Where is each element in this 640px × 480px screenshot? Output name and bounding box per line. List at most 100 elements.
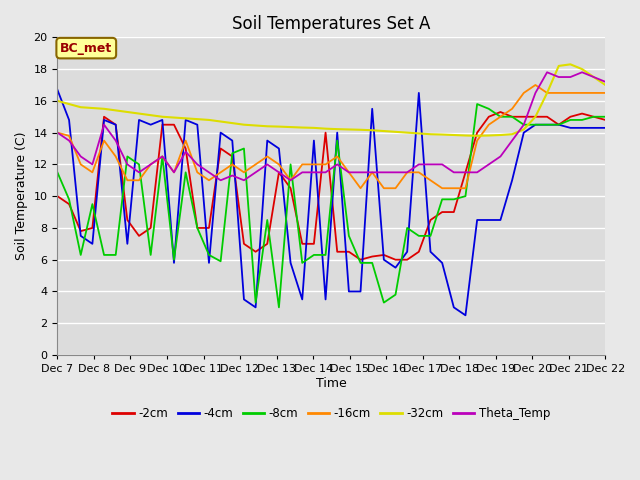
-2cm [287, 185, 294, 191]
-4cm [345, 288, 353, 294]
-2cm [392, 257, 399, 263]
-32cm [427, 132, 435, 137]
-8cm [287, 162, 294, 168]
-2cm [217, 145, 225, 151]
-2cm [438, 209, 446, 215]
-16cm [100, 138, 108, 144]
-16cm [112, 154, 120, 159]
-2cm [298, 241, 306, 247]
-16cm [124, 178, 131, 183]
-8cm [65, 196, 73, 202]
Legend: -2cm, -4cm, -8cm, -16cm, -32cm, Theta_Temp: -2cm, -4cm, -8cm, -16cm, -32cm, Theta_Te… [108, 402, 555, 425]
-32cm [275, 124, 283, 130]
-8cm [193, 225, 201, 231]
-32cm [147, 112, 154, 118]
Theta_Temp [228, 173, 236, 179]
-8cm [77, 252, 84, 258]
-8cm [520, 122, 527, 128]
-4cm [65, 117, 73, 123]
-4cm [240, 297, 248, 302]
-8cm [252, 300, 259, 305]
-16cm [159, 154, 166, 159]
-16cm [88, 169, 96, 175]
Theta_Temp [252, 169, 259, 175]
-2cm [532, 114, 540, 120]
-32cm [555, 63, 563, 69]
-32cm [88, 105, 96, 111]
-8cm [555, 122, 563, 128]
-16cm [54, 130, 61, 135]
-16cm [415, 169, 422, 175]
-4cm [298, 297, 306, 302]
-32cm [100, 106, 108, 112]
-16cm [461, 185, 469, 191]
-16cm [345, 169, 353, 175]
-4cm [228, 138, 236, 144]
-4cm [520, 130, 527, 135]
-16cm [356, 185, 364, 191]
-16cm [217, 169, 225, 175]
-8cm [578, 117, 586, 123]
-32cm [415, 131, 422, 136]
Theta_Temp [217, 178, 225, 183]
-8cm [54, 169, 61, 175]
-8cm [124, 154, 131, 159]
Theta_Temp [135, 169, 143, 175]
Theta_Temp [356, 169, 364, 175]
-2cm [159, 122, 166, 128]
-2cm [555, 122, 563, 128]
-8cm [322, 252, 330, 258]
Theta_Temp [264, 162, 271, 168]
-2cm [485, 114, 493, 120]
-16cm [497, 114, 504, 120]
-16cm [590, 90, 598, 96]
-2cm [65, 201, 73, 207]
-8cm [508, 114, 516, 120]
-16cm [182, 138, 189, 144]
-16cm [275, 162, 283, 168]
-4cm [450, 304, 458, 310]
-8cm [380, 300, 388, 305]
-2cm [135, 233, 143, 239]
Line: -2cm: -2cm [58, 112, 605, 260]
-32cm [566, 61, 574, 67]
-32cm [54, 98, 61, 104]
-32cm [369, 127, 376, 133]
Line: -4cm: -4cm [58, 90, 605, 315]
-2cm [333, 249, 341, 255]
Theta_Temp [520, 122, 527, 128]
-32cm [170, 115, 178, 120]
Theta_Temp [159, 154, 166, 159]
Theta_Temp [450, 169, 458, 175]
-32cm [217, 119, 225, 124]
-2cm [415, 249, 422, 255]
-8cm [88, 201, 96, 207]
-16cm [555, 90, 563, 96]
-16cm [602, 90, 609, 96]
-2cm [427, 217, 435, 223]
-16cm [252, 162, 259, 168]
-4cm [100, 117, 108, 123]
-32cm [392, 129, 399, 135]
Theta_Temp [298, 169, 306, 175]
-8cm [275, 304, 283, 310]
-32cm [438, 132, 446, 137]
-32cm [461, 132, 469, 138]
-16cm [310, 162, 317, 168]
Line: Theta_Temp: Theta_Temp [58, 72, 605, 180]
-8cm [485, 106, 493, 112]
-16cm [450, 185, 458, 191]
-16cm [543, 90, 551, 96]
-8cm [159, 154, 166, 159]
-8cm [170, 257, 178, 263]
-16cm [228, 162, 236, 168]
-2cm [112, 122, 120, 128]
-2cm [182, 145, 189, 151]
Theta_Temp [77, 154, 84, 159]
Theta_Temp [182, 149, 189, 155]
Theta_Temp [415, 162, 422, 168]
-8cm [147, 252, 154, 258]
-32cm [77, 104, 84, 110]
-4cm [602, 125, 609, 131]
-4cm [159, 117, 166, 123]
